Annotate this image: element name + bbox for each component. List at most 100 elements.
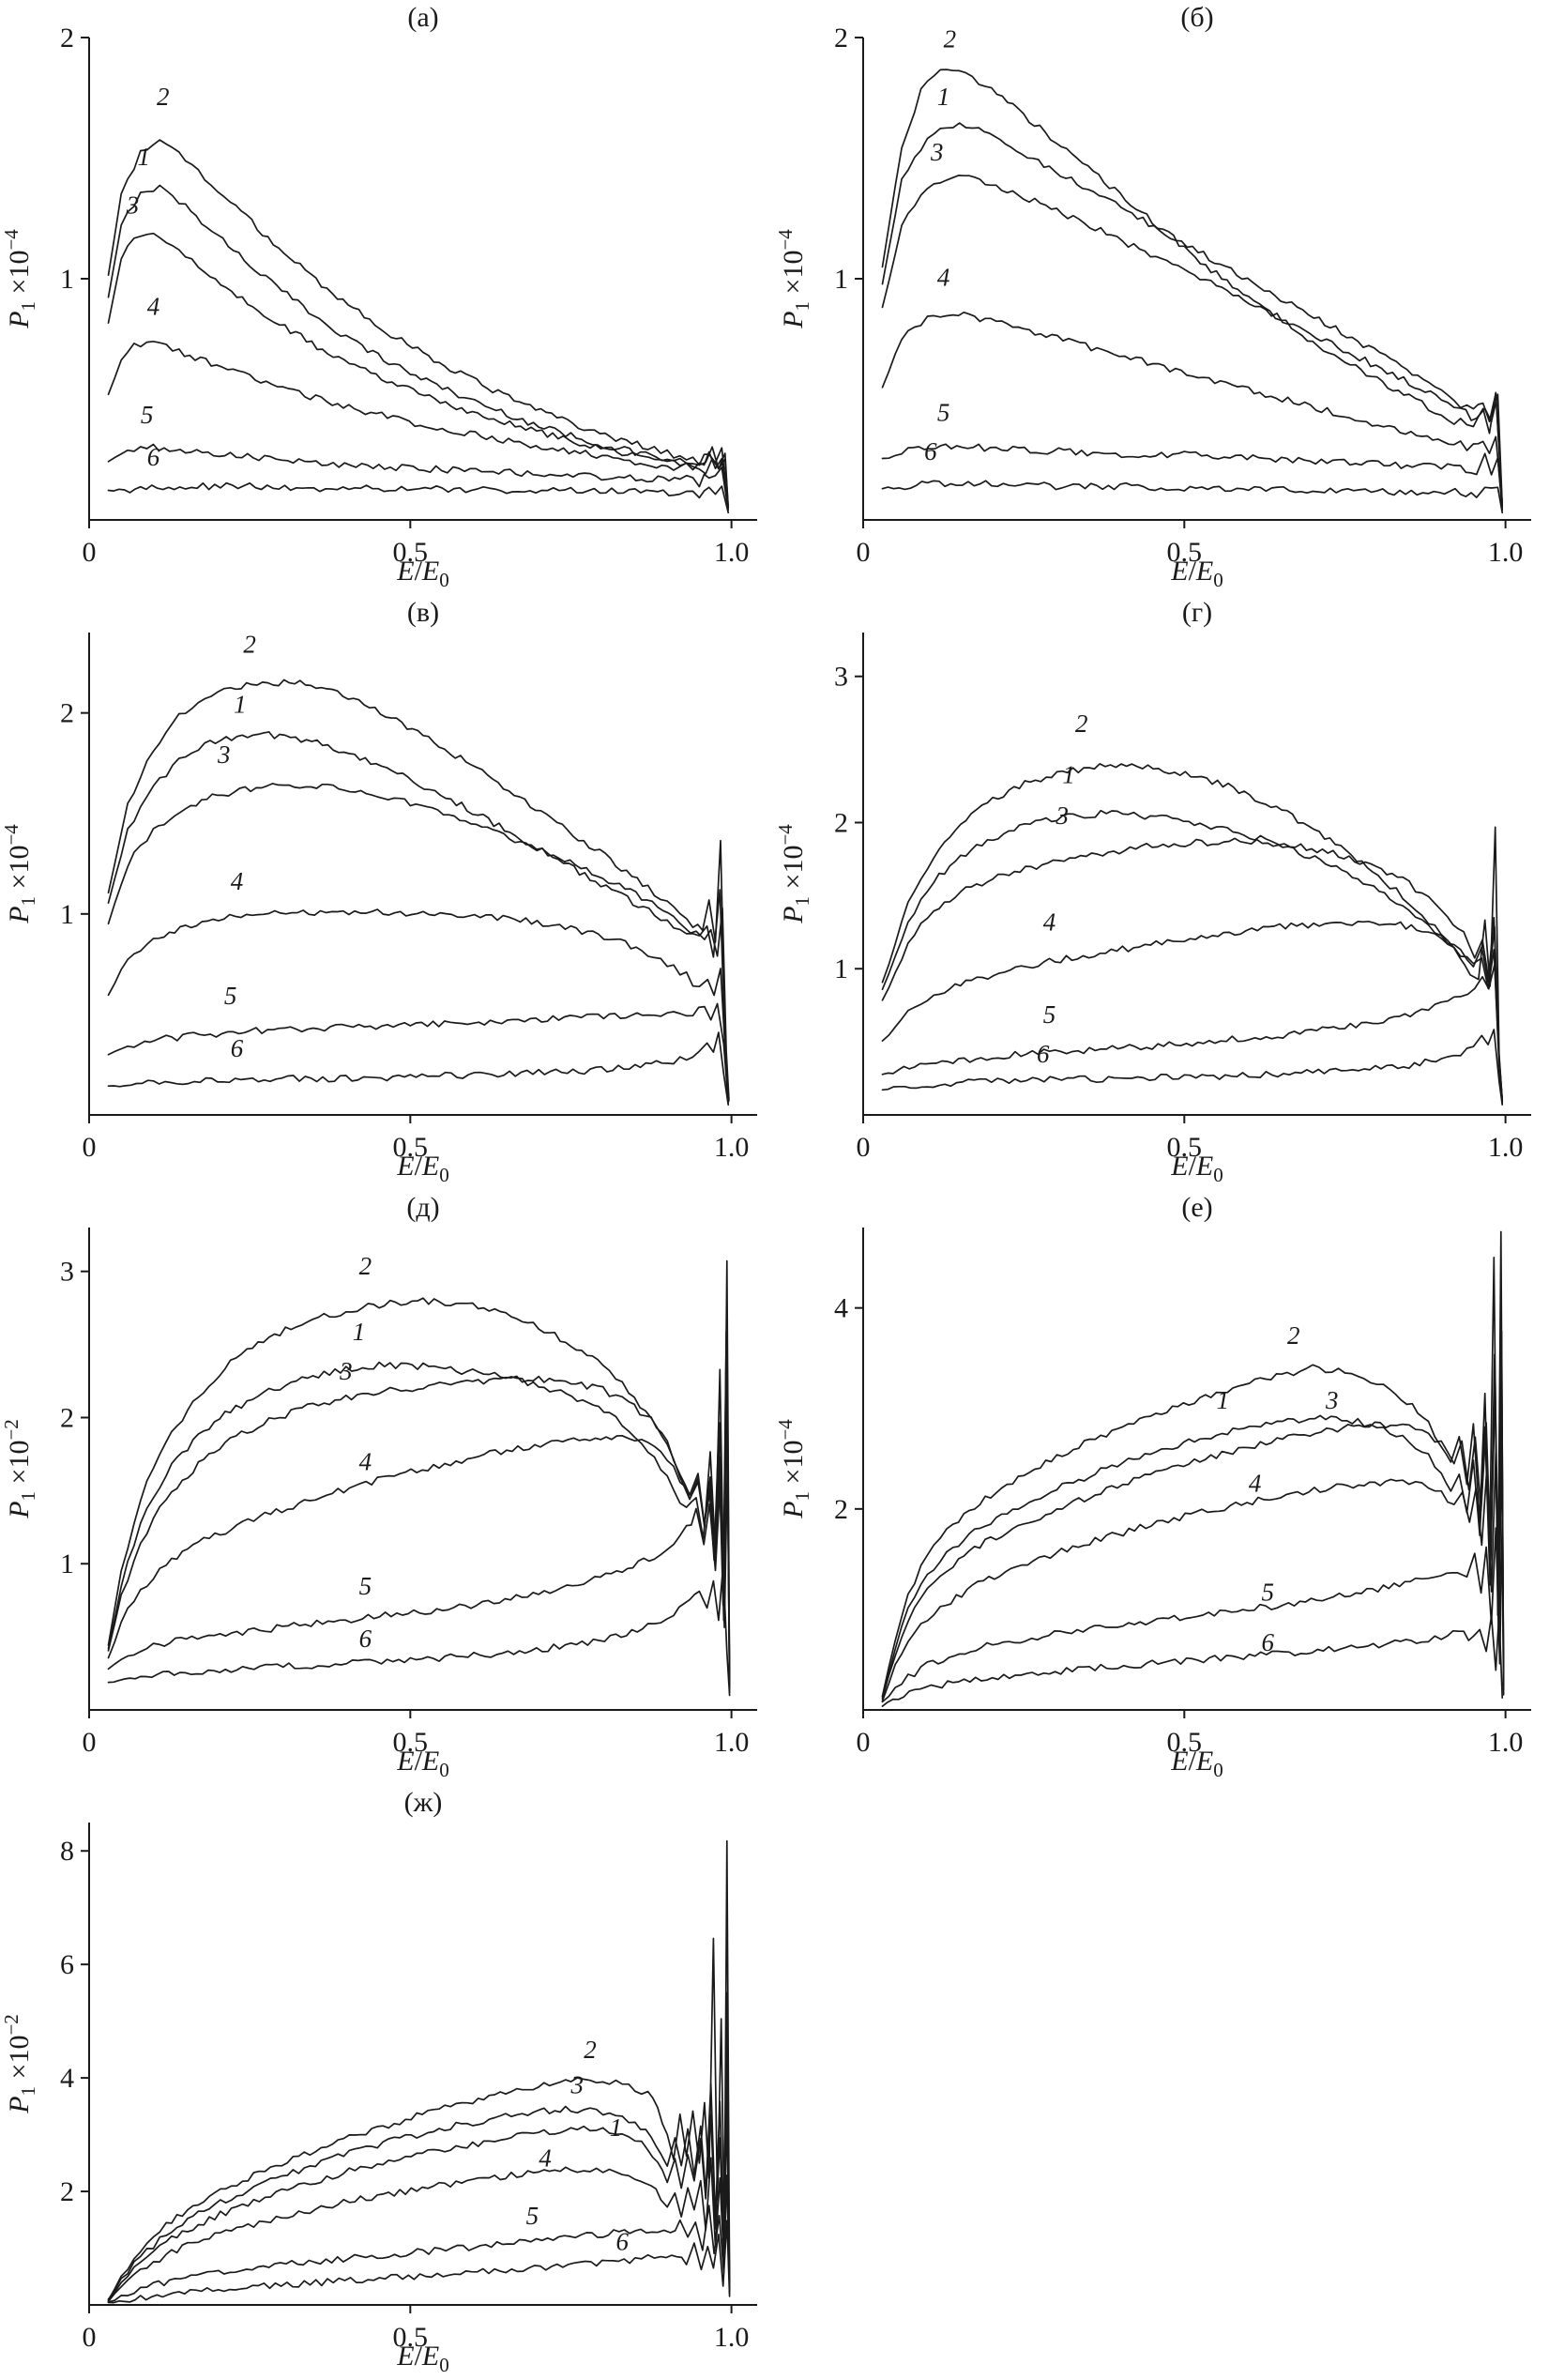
- curve-label-3: 3: [1325, 1386, 1339, 1414]
- curve-6: [881, 1612, 1504, 1707]
- x-tick-label: 0.5: [1167, 1727, 1203, 1758]
- curve-label-1: 1: [1217, 1386, 1230, 1414]
- curve-1: [107, 184, 730, 509]
- x-tick-label: 1.0: [714, 1727, 750, 1758]
- curve-label-2: 2: [944, 24, 957, 53]
- curve-label-6: 6: [924, 437, 937, 465]
- panel-e-chart: 2 4 0 0.5 1.0 (е) P1 ×10−4 E/E0 1 2 3 4 5 6: [774, 1192, 1531, 1781]
- curve-label-4: 4: [359, 1448, 372, 1476]
- x-tick-label: 1.0: [714, 537, 750, 568]
- curve-3: [881, 1365, 1505, 1700]
- curve-label-6: 6: [147, 443, 160, 471]
- axes: [88, 38, 757, 521]
- curve-1: [107, 731, 730, 1100]
- y-tick-label: 2: [60, 1402, 74, 1433]
- x-axis-label: E/E0: [396, 556, 449, 591]
- curve-4: [881, 311, 1504, 509]
- curve-5: [107, 1002, 730, 1104]
- panel-d-chart: 1 2 3 0 0.5 1.0 (д) P1 ×10−2 E/E0 1 2 3 4 5 6: [0, 1192, 757, 1781]
- curve-label-4: 4: [231, 867, 244, 895]
- x-tick-label: 0: [83, 2322, 97, 2353]
- curve-4: [107, 340, 730, 509]
- y-tick-label: 2: [60, 698, 74, 729]
- curve-3: [881, 175, 1504, 507]
- curve-1: [881, 1330, 1505, 1698]
- curve-label-6: 6: [615, 2227, 629, 2255]
- panel-title: (е): [1181, 1192, 1212, 1223]
- y-tick-label: 2: [834, 807, 848, 838]
- curve-label-2: 2: [243, 630, 256, 658]
- curve-2: [881, 69, 1504, 507]
- panel-title: (ж): [404, 1787, 443, 1818]
- panel-v-chart: 1 2 0 0.5 1.0 (в) P1 ×10−4 E/E0 1 2 3 4 5 6: [0, 597, 757, 1186]
- x-axis-label: E/E0: [1170, 1151, 1223, 1186]
- x-tick-label: 0.5: [1167, 1132, 1203, 1163]
- panel-title: (д): [406, 1192, 439, 1223]
- curve-label-4: 4: [1249, 1470, 1262, 1498]
- curve-label-5: 5: [526, 2202, 539, 2230]
- x-tick-label: 0: [83, 537, 97, 568]
- x-tick-label: 1.0: [1488, 537, 1524, 568]
- curve-3: [107, 1318, 731, 1685]
- curve-6: [107, 1031, 730, 1106]
- curve-label-5: 5: [1262, 1578, 1275, 1606]
- curve-label-2: 2: [1075, 709, 1088, 738]
- y-tick-label: 1: [60, 264, 74, 295]
- curve-5: [881, 963, 1504, 1105]
- y-tick-label: 3: [60, 1257, 74, 1288]
- panel-b-chart: 1 2 0 0.5 1.0 (б) P1 ×10−4 E/E0 1 2 3 4 56: [774, 2, 1531, 591]
- panel-title: (в): [407, 597, 439, 628]
- y-tick-label: 3: [834, 662, 848, 693]
- y-tick-label: 1: [60, 899, 74, 930]
- y-tick-label: 1: [834, 954, 848, 984]
- panel-zh-chart: 2 4 6 8 0 0.5 1.0 (ж) P1 ×10−2 E/E0 1 2 3 4 5 6: [0, 1787, 757, 2376]
- axes: [88, 633, 757, 1116]
- panel-a: 1 2 0 0.5 1.0 (а) P1 ×10−4 E/E0 1 2 3 4 5 6: [0, 0, 774, 595]
- x-axis-label: E/E0: [396, 2341, 449, 2376]
- y-axis-label: P1 ×10−4: [0, 229, 39, 329]
- curve-label-2: 2: [584, 2036, 597, 2064]
- curve-2: [107, 139, 730, 509]
- curve-5: [881, 443, 1504, 511]
- curve-label-1: 1: [1062, 760, 1075, 788]
- x-tick-label: 0: [83, 1727, 97, 1758]
- x-tick-label: 0: [83, 1132, 97, 1163]
- axes: [862, 1228, 1531, 1711]
- y-axis-label: P1 ×10−2: [0, 2014, 39, 2114]
- panel-a-chart: 1 2 0 0.5 1.0 (а) P1 ×10−4 E/E0 1 2 3 4 5 6: [0, 2, 757, 591]
- curve-label-4: 4: [937, 264, 950, 292]
- x-tick-label: 0.5: [393, 537, 429, 568]
- curve-5: [107, 2174, 731, 2303]
- y-tick-label: 4: [60, 2063, 74, 2094]
- curve-label-3: 3: [930, 138, 944, 166]
- curve-label-1: 1: [137, 143, 150, 171]
- curve-label-5: 5: [937, 399, 950, 427]
- curve-label-6: 6: [1262, 1628, 1275, 1656]
- y-axis-label: P1 ×10−2: [0, 1419, 39, 1519]
- curve-label-3: 3: [339, 1357, 353, 1385]
- x-tick-label: 0.5: [393, 1727, 429, 1758]
- y-tick-label: 1: [60, 1549, 74, 1579]
- y-tick-label: 6: [60, 1949, 74, 1980]
- y-tick-label: 2: [834, 1494, 848, 1525]
- curve-4: [107, 2111, 731, 2303]
- curve-5: [107, 443, 730, 511]
- x-tick-label: 1.0: [1488, 1727, 1524, 1758]
- x-tick-label: 1.0: [714, 1132, 750, 1163]
- curve-2: [107, 1259, 731, 1682]
- x-tick-label: 1.0: [714, 2322, 750, 2353]
- curve-label-2: 2: [157, 83, 170, 111]
- curve-label-3: 3: [570, 2070, 585, 2098]
- curve-label-2: 2: [359, 1252, 372, 1280]
- curve-label-6: 6: [359, 1625, 372, 1653]
- curve-2: [881, 763, 1504, 1102]
- curve-6: [107, 2220, 731, 2304]
- x-axis-label: E/E0: [396, 1151, 449, 1186]
- x-tick-label: 0: [857, 537, 871, 568]
- y-axis-label: P1 ×10−4: [774, 229, 813, 329]
- curve-4: [881, 920, 1504, 1103]
- curve-1: [107, 1330, 731, 1689]
- y-tick-label: 8: [60, 1836, 74, 1867]
